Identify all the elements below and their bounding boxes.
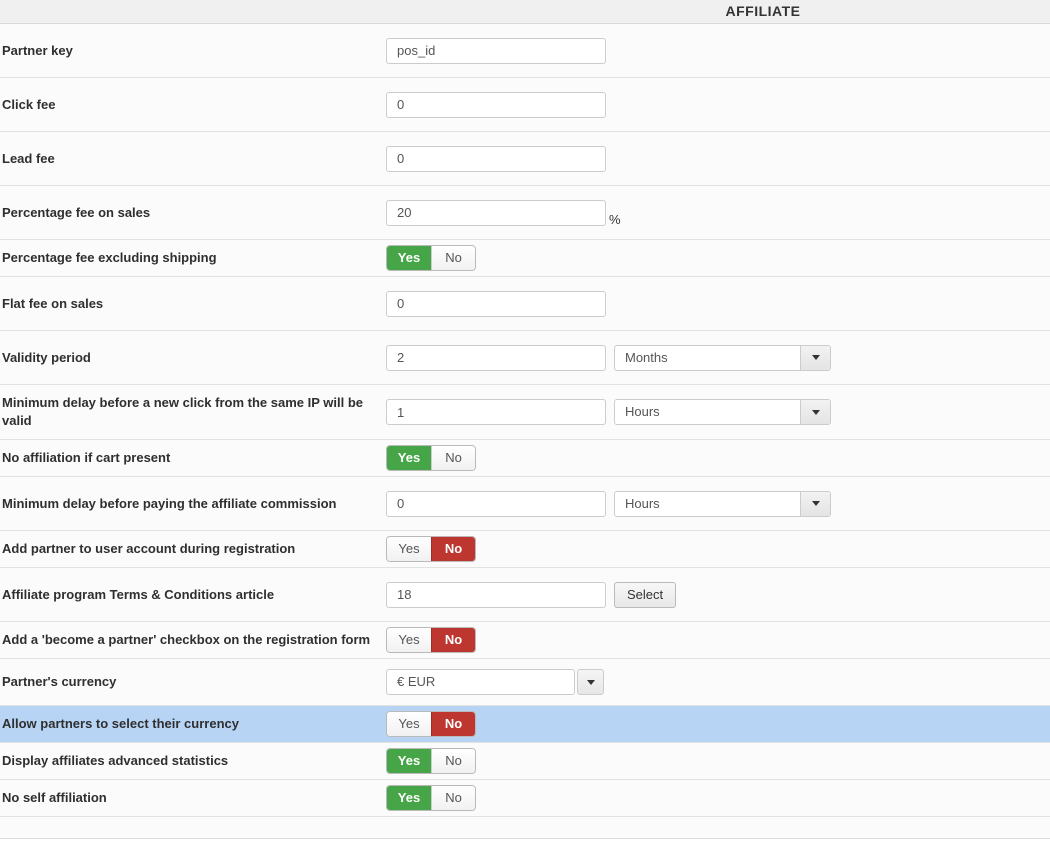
- partner-key-input[interactable]: [386, 37, 606, 64]
- chevron-down-icon[interactable]: [577, 669, 604, 695]
- become-partner-checkbox-toggle: Yes No: [386, 627, 476, 653]
- setting-label: Percentage fee on sales: [2, 204, 151, 220]
- panel-title: AFFILIATE: [725, 3, 801, 19]
- min-delay-commission-input[interactable]: [386, 490, 606, 517]
- lead-fee-input[interactable]: [386, 145, 606, 172]
- min-delay-click-unit-select[interactable]: Hours: [614, 399, 831, 425]
- no-button[interactable]: No: [431, 712, 475, 736]
- setting-label: Add a 'become a partner' checkbox on the…: [2, 632, 371, 648]
- add-partner-registration-toggle: Yes No: [386, 536, 476, 562]
- panel-footer-spacer: [0, 817, 1050, 839]
- click-fee-input[interactable]: [386, 91, 606, 118]
- flat-fee-input[interactable]: [386, 290, 606, 317]
- setting-row-click-fee: Click fee: [0, 78, 1050, 132]
- yes-button[interactable]: Yes: [387, 628, 431, 652]
- setting-label: No affiliation if cart present: [2, 450, 171, 466]
- setting-label: Minimum delay before a new click from th…: [2, 395, 363, 428]
- yes-button[interactable]: Yes: [387, 749, 431, 773]
- advanced-stats-toggle: Yes No: [386, 748, 476, 774]
- validity-period-unit-select[interactable]: Months: [614, 344, 831, 371]
- partner-currency-select[interactable]: € EUR: [386, 669, 604, 695]
- setting-label: Lead fee: [2, 150, 55, 166]
- no-self-affiliation-toggle: Yes No: [386, 785, 476, 811]
- chevron-down-icon[interactable]: [800, 400, 830, 424]
- setting-row-min-delay-click: Minimum delay before a new click from th…: [0, 385, 1050, 440]
- setting-label: Add partner to user account during regis…: [2, 541, 296, 557]
- setting-row-no-self-affiliation: No self affiliation Yes No: [0, 780, 1050, 817]
- select-value: Hours: [625, 404, 660, 419]
- setting-label: Affiliate program Terms & Conditions art…: [2, 586, 275, 602]
- chevron-down-icon[interactable]: [800, 491, 830, 516]
- no-button[interactable]: No: [431, 786, 475, 810]
- setting-row-partner-currency: Partner's currency € EUR: [0, 659, 1050, 706]
- setting-row-percentage-fee: Percentage fee on sales %: [0, 186, 1050, 240]
- yes-button[interactable]: Yes: [387, 246, 431, 270]
- setting-label: No self affiliation: [2, 790, 107, 806]
- panel-header: AFFILIATE: [0, 0, 1050, 24]
- validity-period-input[interactable]: [386, 344, 606, 371]
- setting-row-add-partner-registration: Add partner to user account during regis…: [0, 531, 1050, 568]
- fee-excl-shipping-toggle: Yes No: [386, 245, 476, 271]
- setting-row-allow-currency-select: Allow partners to select their currency …: [0, 706, 1050, 743]
- setting-row-terms-article: Affiliate program Terms & Conditions art…: [0, 568, 1050, 622]
- yes-button[interactable]: Yes: [387, 712, 431, 736]
- yes-button[interactable]: Yes: [387, 537, 431, 561]
- setting-row-lead-fee: Lead fee: [0, 132, 1050, 186]
- setting-label: Percentage fee excluding shipping: [2, 250, 217, 266]
- setting-row-validity-period: Validity period Months: [0, 331, 1050, 385]
- setting-row-advanced-stats: Display affiliates advanced statistics Y…: [0, 743, 1050, 780]
- setting-label: Minimum delay before paying the affiliat…: [2, 495, 337, 511]
- min-delay-commission-unit-select[interactable]: Hours: [614, 490, 831, 517]
- setting-row-fee-excl-shipping: Percentage fee excluding shipping Yes No: [0, 240, 1050, 277]
- no-button[interactable]: No: [431, 628, 475, 652]
- percent-suffix: %: [609, 212, 621, 227]
- percentage-fee-input[interactable]: [386, 199, 606, 226]
- yes-button[interactable]: Yes: [387, 786, 431, 810]
- allow-currency-select-toggle: Yes No: [386, 711, 476, 737]
- terms-article-input[interactable]: [386, 581, 606, 608]
- setting-label: Allow partners to select their currency: [2, 716, 239, 732]
- no-button[interactable]: No: [431, 246, 475, 270]
- setting-label: Click fee: [2, 96, 56, 112]
- select-value: Hours: [625, 495, 660, 511]
- setting-row-flat-fee: Flat fee on sales: [0, 277, 1050, 331]
- setting-label: Validity period: [2, 349, 91, 365]
- no-affiliation-cart-toggle: Yes No: [386, 445, 476, 471]
- no-button[interactable]: No: [431, 537, 475, 561]
- min-delay-click-input[interactable]: [386, 399, 606, 425]
- chevron-down-icon[interactable]: [800, 345, 830, 370]
- setting-label: Flat fee on sales: [2, 295, 104, 311]
- setting-label: Partner's currency: [2, 674, 117, 690]
- setting-row-partner-key: Partner key: [0, 24, 1050, 78]
- no-button[interactable]: No: [431, 749, 475, 773]
- no-button[interactable]: No: [431, 446, 475, 470]
- setting-label: Partner key: [2, 42, 73, 58]
- setting-row-no-affiliation-cart: No affiliation if cart present Yes No: [0, 440, 1050, 477]
- select-value: € EUR: [386, 669, 575, 695]
- select-value: Months: [625, 349, 668, 365]
- select-article-button[interactable]: Select: [614, 581, 677, 608]
- setting-row-become-partner-checkbox: Add a 'become a partner' checkbox on the…: [0, 622, 1050, 659]
- setting-row-min-delay-commission: Minimum delay before paying the affiliat…: [0, 477, 1050, 531]
- setting-label: Display affiliates advanced statistics: [2, 753, 229, 769]
- yes-button[interactable]: Yes: [387, 446, 431, 470]
